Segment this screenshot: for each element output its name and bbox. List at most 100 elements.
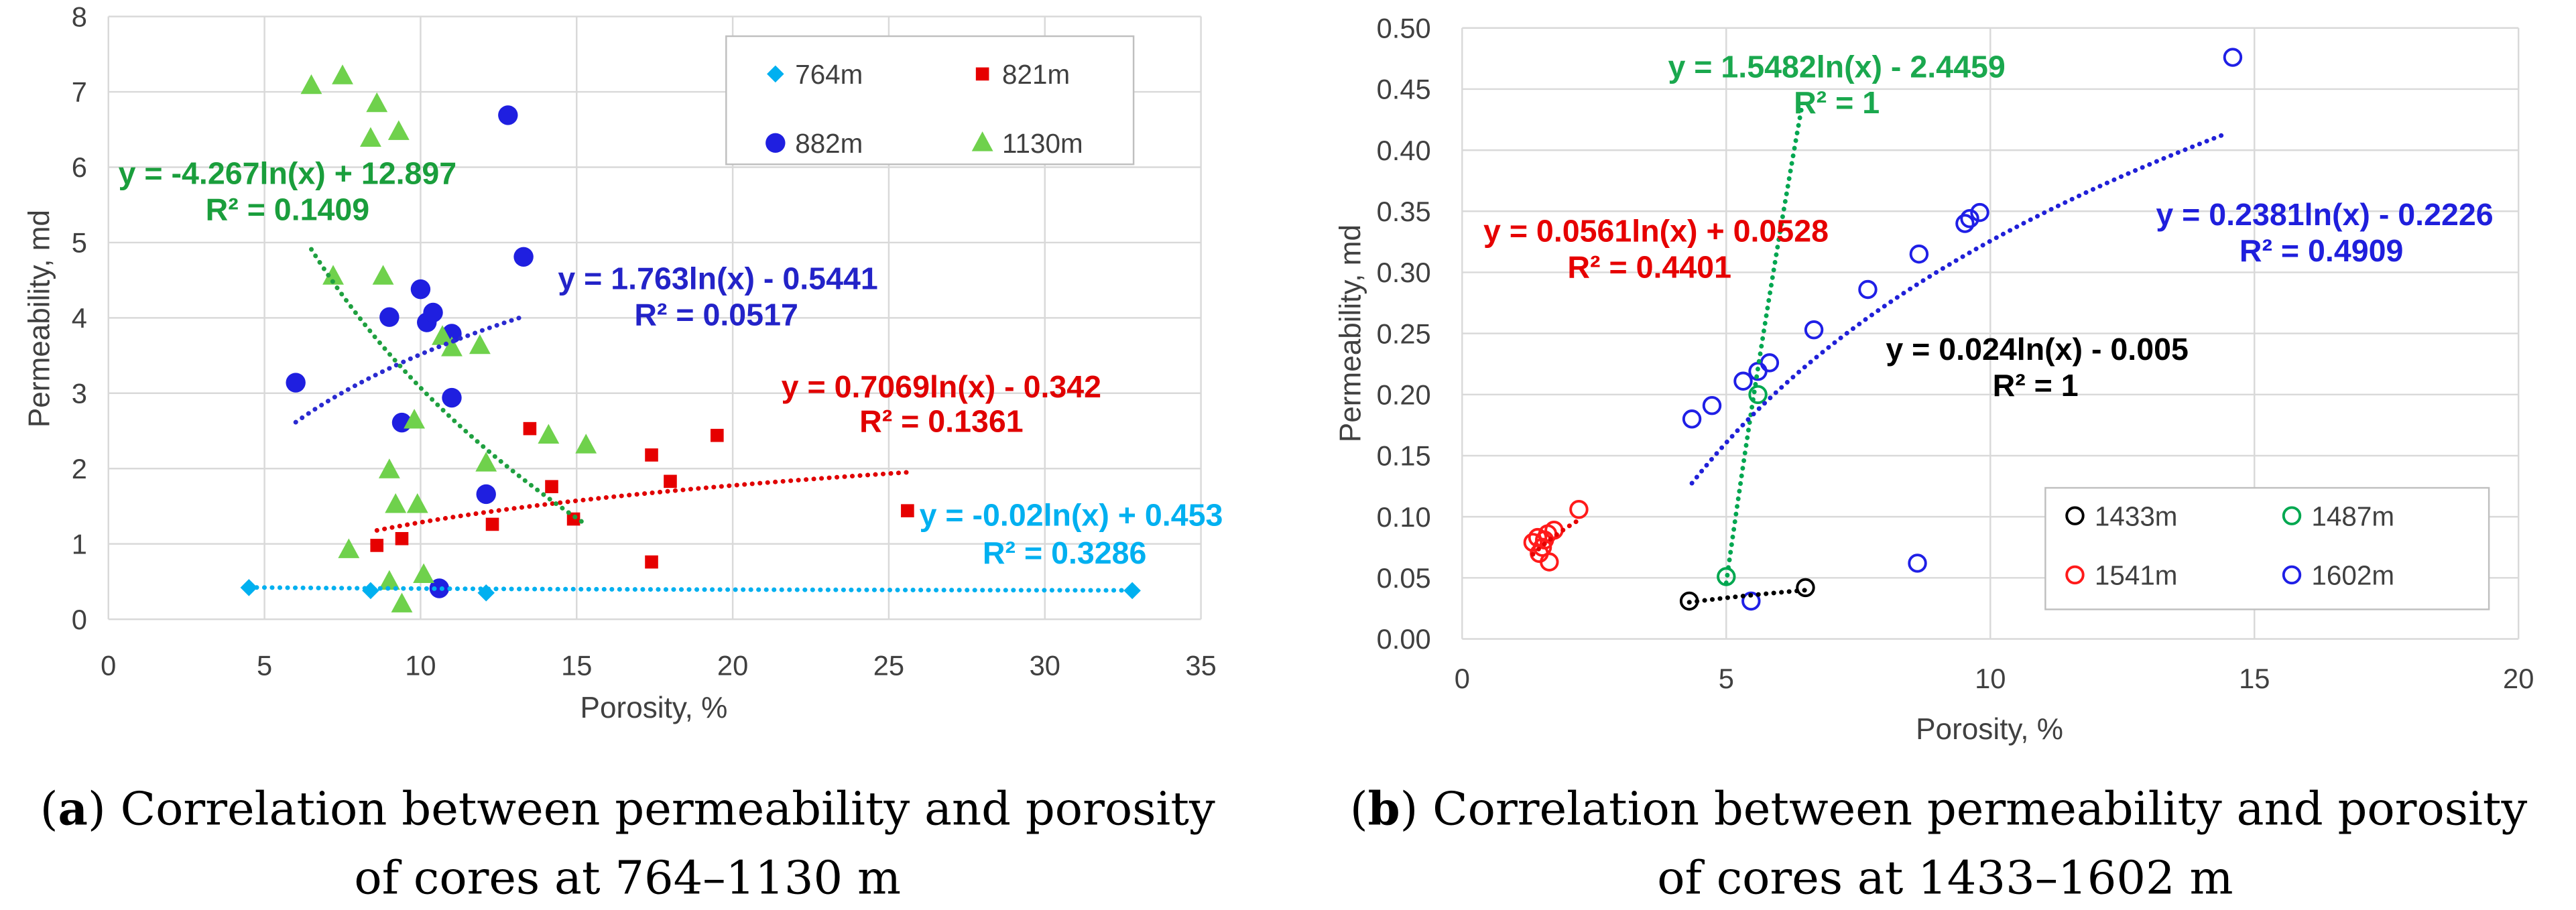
y-tick-label: 0.40 bbox=[1377, 135, 1431, 166]
trendline-labels: y = -4.267ln(x) + 12.897 R² = 0.1409 y =… bbox=[119, 156, 1223, 570]
legend-label-1130m: 1130m bbox=[1002, 128, 1083, 159]
y-tick-label: 0.00 bbox=[1377, 623, 1431, 655]
r2-label-764m: R² = 0.3286 bbox=[983, 535, 1147, 570]
r2-label-821m: R² = 0.1361 bbox=[859, 404, 1024, 439]
legend-marker-1541m bbox=[2065, 565, 2085, 585]
legend-box bbox=[2044, 486, 2490, 610]
data-point-1602m bbox=[1741, 591, 1761, 611]
y-tick-label: 3 bbox=[72, 377, 87, 409]
trendline-882m bbox=[293, 314, 526, 425]
y-tick-label: 0.10 bbox=[1377, 501, 1431, 533]
x-tick-label: 0 bbox=[1455, 663, 1470, 694]
data-point-1130m bbox=[469, 334, 491, 354]
y-tick-label: 6 bbox=[72, 151, 87, 183]
x-tick-label: 0 bbox=[101, 649, 116, 681]
data-point-1130m bbox=[413, 563, 435, 584]
r2-label-1130m: R² = 0.1409 bbox=[206, 192, 370, 227]
data-point-764m bbox=[362, 582, 379, 600]
x-tick-label: 15 bbox=[2239, 663, 2270, 694]
trendlines bbox=[246, 247, 1135, 593]
trendline-1602m bbox=[1689, 130, 2231, 486]
data-point-821m bbox=[664, 474, 677, 489]
r2-label-1541m: R² = 0.4401 bbox=[1567, 249, 1731, 284]
data-point-1602m bbox=[1858, 279, 1878, 300]
y-tick-label: 0.35 bbox=[1377, 196, 1431, 227]
r2-label-1433m: R² = 1 bbox=[1993, 368, 2079, 403]
data-point-821m bbox=[645, 555, 658, 569]
trendline-764m bbox=[246, 585, 1135, 593]
y-tick-label: 8 bbox=[72, 1, 87, 32]
trendline-1433m bbox=[1686, 588, 1808, 605]
data-point-1433m bbox=[1796, 578, 1815, 598]
data-point-1130m bbox=[387, 120, 410, 140]
data-point-1130m bbox=[332, 64, 353, 84]
legend-label-764m: 764m bbox=[795, 59, 863, 90]
legend-marker-1433m bbox=[2065, 506, 2085, 525]
equation-label-1541m: y = 0.0561ln(x) + 0.0528 bbox=[1483, 213, 1829, 248]
data-point-1130m bbox=[359, 127, 381, 147]
y-tick-label: 0.30 bbox=[1377, 257, 1431, 288]
data-point-882m bbox=[429, 578, 450, 598]
x-tick-label: 30 bbox=[1030, 649, 1060, 681]
trendline-1541m bbox=[1530, 517, 1581, 557]
data-point-1541m bbox=[1540, 552, 1559, 572]
r2-label-1602m: R² = 0.4909 bbox=[2240, 233, 2404, 268]
legend-label-1433m: 1433m bbox=[2095, 501, 2178, 531]
data-points bbox=[1523, 48, 2243, 611]
data-point-764m bbox=[1123, 582, 1141, 600]
data-point-1602m bbox=[1682, 409, 1702, 429]
data-point-1130m bbox=[475, 452, 497, 472]
data-point-1130m bbox=[300, 74, 322, 94]
legend-marker-882m bbox=[765, 133, 786, 153]
data-point-1602m bbox=[1970, 202, 1989, 222]
caption-b-close: ) bbox=[1400, 782, 1418, 836]
data-point-1541m bbox=[1535, 530, 1554, 550]
data-point-821m bbox=[370, 539, 384, 552]
caption-a-title: Correlation between permeability and por… bbox=[121, 782, 1215, 836]
data-points bbox=[240, 64, 1141, 612]
r2-label-1487m: R² = 1 bbox=[1794, 85, 1880, 120]
tick-labels: 0 5 10 15 20 0.00 0.05 0.10 0.15 0.20 0.25 0.30 0.35… bbox=[1377, 12, 2534, 694]
data-point-882m bbox=[513, 247, 534, 267]
data-point-1130m bbox=[575, 434, 597, 454]
data-point-1602m bbox=[1955, 214, 1975, 233]
y-axis-title: Permeability, md bbox=[23, 210, 56, 428]
x-tick-label: 10 bbox=[1975, 663, 2006, 694]
data-point-821m bbox=[645, 448, 658, 462]
data-point-1130m bbox=[338, 538, 360, 558]
legend: 1433m 1487m 1541m 1602m bbox=[2044, 486, 2490, 610]
data-point-882m bbox=[423, 302, 443, 323]
data-point-1130m bbox=[432, 325, 453, 345]
data-point-1602m bbox=[1960, 209, 1979, 229]
caption-b-label: b bbox=[1368, 782, 1400, 836]
caption-a-line2: of cores at 764–1130 m bbox=[354, 851, 901, 905]
y-tick-label: 0.05 bbox=[1377, 562, 1431, 594]
y-tick-label: 0.20 bbox=[1377, 379, 1431, 411]
caption-a-close: ) bbox=[88, 782, 106, 836]
data-point-1130m bbox=[378, 570, 400, 590]
caption-a-line1: (a) Correlation between permeability and… bbox=[40, 782, 1215, 836]
data-point-1130m bbox=[385, 493, 407, 513]
data-point-882m bbox=[498, 105, 518, 125]
x-tick-label: 20 bbox=[2503, 663, 2534, 694]
caption-b-open: ( bbox=[1350, 782, 1368, 836]
data-point-1130m bbox=[378, 458, 400, 478]
caption-b-line1: (b) Correlation between permeability and… bbox=[1350, 782, 2528, 836]
trendlines bbox=[1530, 102, 2231, 605]
data-point-882m bbox=[410, 279, 431, 300]
y-tick-label: 0 bbox=[72, 604, 87, 635]
y-tick-label: 2 bbox=[72, 453, 87, 484]
data-point-1602m bbox=[1760, 353, 1780, 373]
legend-marker-1602m bbox=[2282, 565, 2302, 585]
equation-label-882m: y = 1.763ln(x) - 0.5441 bbox=[558, 261, 877, 296]
caption-b-title: Correlation between permeability and por… bbox=[1432, 782, 2527, 836]
legend-marker-1130m bbox=[971, 131, 993, 151]
legend-label-1487m: 1487m bbox=[2311, 501, 2394, 531]
y-tick-label: 0.15 bbox=[1377, 440, 1431, 472]
y-tick-label: 7 bbox=[72, 76, 87, 108]
data-point-1602m bbox=[2223, 48, 2243, 67]
legend-label-1602m: 1602m bbox=[2311, 560, 2394, 591]
trendline-labels: y = 1.5482ln(x) - 2.4459 R² = 1 y = 0.05… bbox=[1483, 49, 2494, 402]
legend: 764m 821m 882m 1130m bbox=[725, 35, 1135, 166]
data-point-1130m bbox=[366, 92, 388, 113]
